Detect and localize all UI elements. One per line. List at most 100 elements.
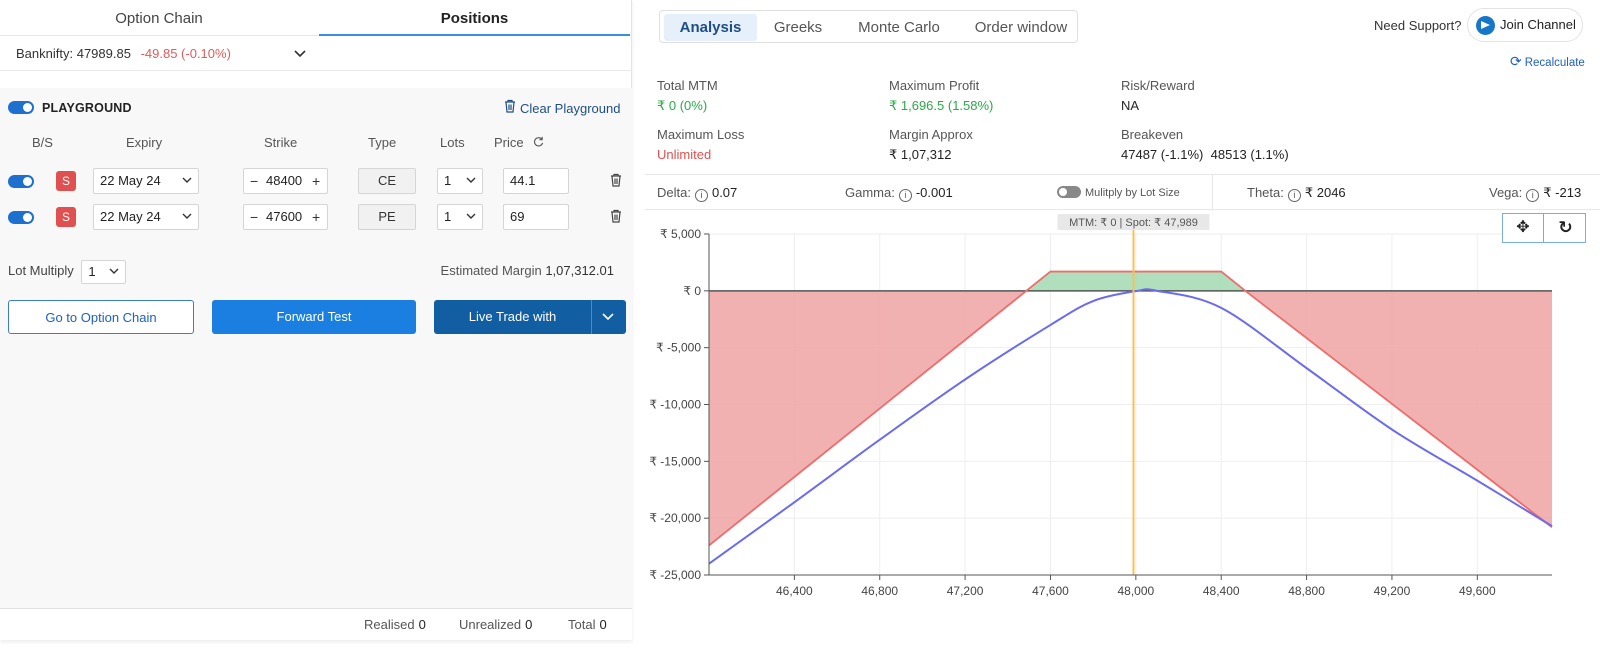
strike-value: 48400 xyxy=(266,173,303,188)
max-loss-label: Maximum Loss xyxy=(657,127,745,142)
lots-value: 1 xyxy=(444,209,452,224)
live-trade-button[interactable]: Live Trade with xyxy=(434,300,626,334)
y-tick-label: ₹ -10,000 xyxy=(649,398,701,412)
lot-multiply-label: Lot Multiply xyxy=(8,263,74,278)
telegram-icon xyxy=(1476,16,1495,35)
theta-label: Theta: xyxy=(1247,185,1284,200)
plus-icon[interactable]: + xyxy=(312,209,321,225)
side-badge[interactable]: S xyxy=(56,207,76,227)
x-tick-label: 46,800 xyxy=(861,584,898,598)
payoff-chart[interactable]: ₹ 5,000 ₹ 0 ₹ -5,000 ₹ -10,000 ₹ -15,000 ₹ -2… xyxy=(645,210,1600,648)
info-icon[interactable]: i xyxy=(1526,189,1540,202)
tab-order-window[interactable]: Order window xyxy=(974,19,1068,36)
price-input[interactable]: 44.1 xyxy=(503,168,569,194)
strike-stepper[interactable]: − 47600 + xyxy=(243,204,328,230)
playground-area: PLAYGROUND Clear Playground B/S Expiry S… xyxy=(0,88,632,608)
x-tick-label: 48,800 xyxy=(1288,584,1325,598)
lot-multiply-value: 1 xyxy=(88,263,96,279)
y-tick-label: ₹ -20,000 xyxy=(649,511,701,525)
header-expiry: Expiry xyxy=(126,135,163,150)
y-tick-label: ₹ -5,000 xyxy=(656,341,701,355)
strike-stepper[interactable]: − 48400 + xyxy=(243,168,328,194)
refresh-icon[interactable] xyxy=(533,135,544,150)
breakeven-value: 47487 (-1.1%) 48513 (1.1%) xyxy=(1121,147,1289,162)
tab-positions[interactable]: Positions xyxy=(319,0,630,36)
plus-icon[interactable]: + xyxy=(312,173,321,189)
multiply-lot-toggle[interactable] xyxy=(1057,186,1081,198)
expiry-payoff-line xyxy=(708,270,1553,547)
recalculate-button[interactable]: ⟳ Recalculate xyxy=(1510,53,1585,70)
realised: Realised 0 xyxy=(364,609,426,641)
position-row: S 22 May 24 − 47600 + PE 1 69 xyxy=(0,204,632,230)
row-toggle[interactable] xyxy=(8,211,34,224)
y-tick-label: ₹ -15,000 xyxy=(649,454,701,468)
reset-zoom-icon[interactable]: ↻ xyxy=(1558,218,1573,237)
join-channel-button[interactable]: Join Channel xyxy=(1467,8,1583,42)
delete-row-icon[interactable] xyxy=(610,209,622,223)
total-label: Total xyxy=(568,617,596,632)
forward-test-button[interactable]: Forward Test xyxy=(212,300,416,334)
breakeven: Breakeven 47487 (-1.1%) 48513 (1.1%) xyxy=(1121,127,1289,162)
row-toggle[interactable] xyxy=(8,175,34,188)
y-tick-label: ₹ -25,000 xyxy=(649,568,701,582)
unrealized: Unrealized 0 xyxy=(459,609,532,641)
lots-select[interactable]: 1 xyxy=(437,204,483,230)
refresh-icon: ⟳ xyxy=(1510,53,1522,69)
theta: Theta: i ₹ 2046 xyxy=(1247,175,1346,211)
chevron-down-icon[interactable] xyxy=(294,37,306,71)
delete-row-icon[interactable] xyxy=(610,173,622,187)
info-icon[interactable]: i xyxy=(694,189,708,202)
strike-value: 47600 xyxy=(266,209,303,224)
margin-label: Margin Approx xyxy=(889,127,973,142)
tab-greeks[interactable]: Greeks xyxy=(773,19,823,36)
tooltip-label: MTM: ₹ 0 | Spot: ₹ 47,989 xyxy=(1069,217,1198,229)
divider xyxy=(1212,175,1213,211)
chevron-down-icon[interactable] xyxy=(602,300,614,334)
y-tick-label: ₹ 5,000 xyxy=(660,227,701,241)
expiry-select[interactable]: 22 May 24 xyxy=(93,168,199,194)
margin-approx: Margin Approx ₹ 1,07,312 xyxy=(889,127,973,163)
type-field: PE xyxy=(358,204,416,230)
lots-select[interactable]: 1 xyxy=(437,168,483,194)
positions-panel: Option Chain Positions Banknifty: 47989.… xyxy=(0,0,632,640)
minus-icon[interactable]: − xyxy=(250,173,259,189)
max-profit-value: ₹ 1,696.5 (1.58%) xyxy=(889,98,994,113)
estimated-margin: Estimated Margin 1,07,312.01 xyxy=(441,263,614,278)
join-channel-label: Join Channel xyxy=(1500,17,1576,32)
max-profit-label: Maximum Profit xyxy=(889,78,980,93)
chevron-down-icon xyxy=(466,169,476,193)
live-trade-label: Live Trade with xyxy=(468,309,557,324)
go-to-option-chain-button[interactable]: Go to Option Chain xyxy=(8,300,194,334)
price-input[interactable]: 69 xyxy=(503,204,569,230)
pan-icon[interactable]: ✥ xyxy=(1503,214,1544,242)
current-payoff-line xyxy=(708,288,1553,565)
chevron-down-icon xyxy=(466,205,476,229)
vega-value: ₹ -213 xyxy=(1543,185,1582,200)
tab-monte-carlo[interactable]: Monte Carlo xyxy=(858,19,940,36)
info-icon[interactable]: i xyxy=(1287,189,1301,202)
estimated-margin-value: 1,07,312.01 xyxy=(545,263,614,278)
tab-option-chain[interactable]: Option Chain xyxy=(115,10,203,27)
risk-reward: Risk/Reward NA xyxy=(1121,78,1195,113)
delta-label: Delta: xyxy=(657,185,691,200)
header-price-label: Price xyxy=(494,135,524,150)
expiry-select[interactable]: 22 May 24 xyxy=(93,204,199,230)
breakeven-label: Breakeven xyxy=(1121,127,1184,142)
side-badge[interactable]: S xyxy=(56,171,76,191)
index-selector[interactable]: Banknifty: 47989.85 -49.85 (-0.10%) xyxy=(0,37,632,71)
tab-analysis[interactable]: Analysis xyxy=(664,14,757,41)
info-icon[interactable]: i xyxy=(898,189,912,202)
clear-playground-button[interactable]: Clear Playground xyxy=(504,99,620,116)
analysis-panel: Analysis Greeks Monte Carlo Order window… xyxy=(645,0,1600,648)
tooltip-box xyxy=(1057,214,1210,230)
type-field: CE xyxy=(358,168,416,194)
x-tick-label: 48,000 xyxy=(1117,584,1154,598)
unrealized-value: 0 xyxy=(525,617,533,632)
expiry-value: 22 May 24 xyxy=(100,209,161,224)
playground-toggle[interactable] xyxy=(8,101,34,114)
index-change: -49.85 (-0.10%) xyxy=(140,46,231,61)
lot-multiply-select[interactable]: 1 xyxy=(81,259,127,284)
minus-icon[interactable]: − xyxy=(250,209,259,225)
delta-value: 0.07 xyxy=(711,185,738,200)
risk-reward-value: NA xyxy=(1121,98,1140,113)
